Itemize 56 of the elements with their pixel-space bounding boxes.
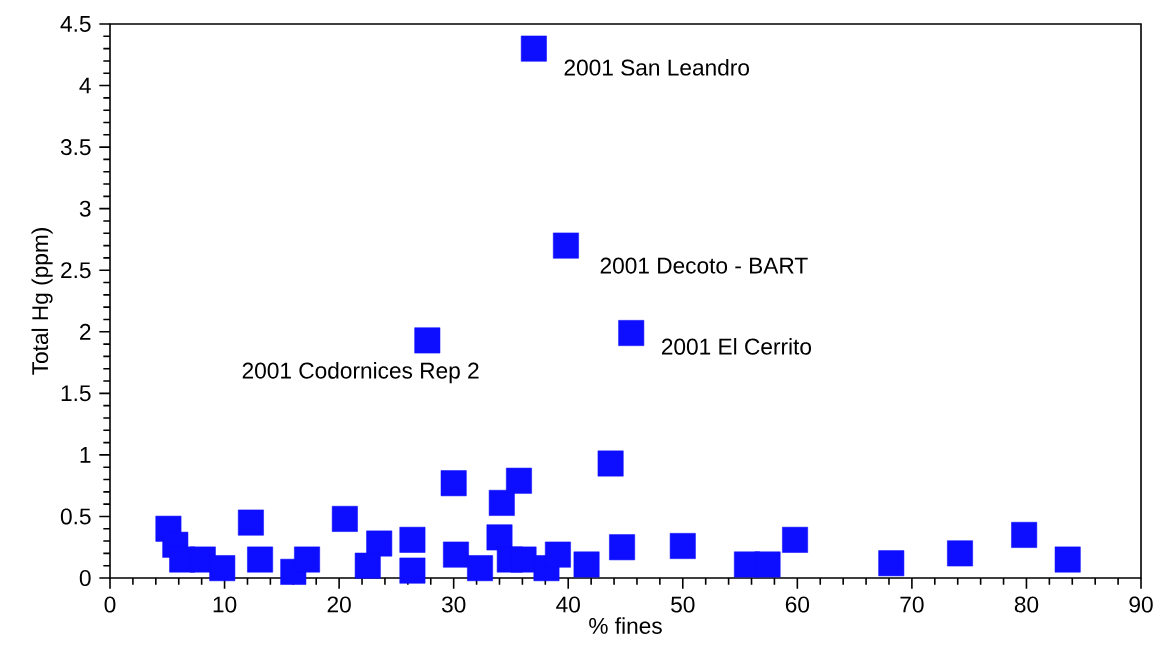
point (609, 534, 635, 561)
point (440, 470, 467, 497)
y-tick-label: 4.5 (60, 16, 91, 32)
point (754, 551, 781, 578)
point (520, 35, 547, 62)
point (247, 546, 274, 573)
x-tick-label: 70 (900, 596, 924, 613)
point (947, 540, 973, 567)
point (443, 541, 469, 568)
x-tick-label: 40 (556, 596, 580, 613)
x-tick-label: 90 (1129, 596, 1153, 613)
y-tick-label: 4 (79, 77, 91, 94)
point (782, 526, 808, 553)
point (209, 555, 236, 582)
y-tick-label: 2 (80, 323, 91, 340)
y-tick-label: 1.5 (61, 385, 91, 402)
x-tick-label: 60 (785, 596, 810, 613)
annotation: 2001 Codornices Rep 2 (242, 362, 479, 384)
point (237, 509, 264, 536)
point (669, 533, 696, 559)
y-tick-label: 1 (80, 447, 91, 463)
point (597, 450, 624, 477)
x-tick-label: 20 (327, 596, 351, 613)
annotation: 2001 San Leandro (564, 58, 749, 76)
point (1011, 521, 1038, 548)
annotation: 2001 El Cerrito (661, 338, 812, 355)
point (553, 232, 579, 259)
point (414, 327, 441, 354)
point (399, 526, 426, 553)
point (878, 550, 905, 577)
x-tick-label: 50 (671, 596, 695, 613)
point (294, 546, 320, 573)
point (399, 557, 426, 584)
x-tick-label: 10 (213, 596, 237, 613)
point (488, 489, 515, 516)
point (510, 546, 537, 573)
point (573, 551, 600, 578)
y-tick-label: 3.5 (60, 139, 91, 156)
point (354, 552, 381, 579)
point (331, 505, 358, 532)
point (1054, 546, 1081, 573)
y-axis-title: Total Hg (ppm) (31, 228, 53, 375)
point (467, 555, 493, 582)
point (366, 530, 393, 557)
x-tick-label: 80 (1014, 596, 1039, 613)
point (506, 467, 532, 494)
x-tick-label: 0 (104, 596, 116, 613)
y-tick-label: 3 (79, 200, 91, 217)
y-tick-label: 0.5 (60, 508, 91, 525)
x-axis-title: % fines (589, 617, 662, 634)
y-tick-label: 2.5 (61, 262, 91, 279)
x-tick-label: 30 (441, 596, 466, 613)
point (544, 541, 571, 568)
point (618, 320, 645, 346)
y-tick-label: 0 (79, 569, 91, 587)
annotation: 2001 Decoto - BART (600, 257, 808, 274)
